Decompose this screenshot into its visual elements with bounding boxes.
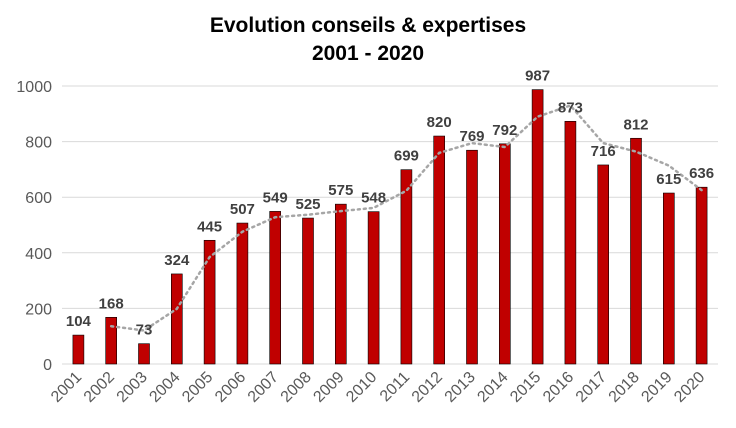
chart-title-line2: 2001 - 2020	[312, 42, 424, 65]
x-tick-label-2018: 2018	[606, 369, 643, 406]
bar-2010	[367, 211, 380, 365]
data-label-2017: 716	[591, 143, 616, 160]
bar-2008	[302, 217, 314, 365]
x-tick-label-2011: 2011	[377, 369, 413, 405]
data-label-2002: 168	[99, 295, 124, 312]
bars	[72, 89, 708, 365]
y-tick-label: 600	[25, 190, 52, 207]
data-label-2012: 820	[427, 114, 452, 131]
data-label-2003: 73	[136, 322, 153, 339]
x-tick-label-2004: 2004	[146, 369, 183, 406]
x-axis-ticks: 2001200220032004200520062007200820092010…	[48, 369, 708, 406]
data-label-2009: 575	[328, 182, 353, 199]
bar-2005	[203, 239, 216, 365]
data-label-2005: 445	[197, 218, 222, 235]
x-tick-label-2008: 2008	[278, 369, 315, 406]
bar-2019	[662, 192, 675, 365]
y-tick-label: 0	[43, 357, 52, 374]
data-label-2011: 699	[394, 148, 419, 165]
x-tick-label-2017: 2017	[573, 369, 610, 406]
y-tick-label: 200	[25, 301, 52, 318]
x-tick-label-2005: 2005	[179, 369, 216, 406]
bar-2011	[400, 169, 413, 365]
bar-2020	[695, 186, 708, 365]
bar-2006	[236, 222, 249, 365]
y-tick-label: 800	[25, 135, 52, 152]
bar-2002	[105, 316, 117, 365]
gridlines	[62, 85, 718, 365]
y-tick-label: 1000	[16, 79, 52, 96]
bar-2013	[466, 149, 478, 365]
x-tick-label-2020: 2020	[671, 369, 708, 406]
y-tick-label: 400	[25, 246, 52, 263]
x-tick-label-2007: 2007	[245, 369, 282, 406]
moving-average-trendline	[109, 104, 703, 332]
data-label-2010: 548	[361, 190, 386, 207]
x-tick-label-2015: 2015	[507, 369, 544, 406]
bar-2009	[334, 203, 347, 365]
data-label-2019: 615	[656, 171, 681, 188]
data-label-2020: 636	[689, 165, 714, 182]
x-tick-label-2009: 2009	[310, 369, 347, 406]
bar-2017	[597, 164, 610, 365]
bar-2007	[269, 211, 282, 365]
x-tick-label-2013: 2013	[442, 369, 479, 406]
x-tick-label-2014: 2014	[474, 369, 511, 406]
data-label-2006: 507	[230, 201, 255, 218]
data-label-2018: 812	[623, 116, 648, 133]
x-tick-label-2001: 2001	[48, 369, 85, 406]
bar-2003	[138, 343, 150, 365]
bar-2001	[72, 334, 85, 365]
data-label-2008: 525	[295, 196, 320, 213]
x-tick-label-2010: 2010	[343, 369, 380, 406]
data-label-2013: 769	[459, 128, 484, 145]
data-label-2004: 324	[164, 252, 190, 269]
bar-2016	[564, 121, 577, 365]
x-tick-label-2012: 2012	[409, 369, 446, 406]
x-tick-label-2002: 2002	[81, 369, 118, 406]
x-tick-label-2006: 2006	[212, 369, 249, 406]
data-label-2014: 792	[492, 122, 517, 139]
data-label-2015: 987	[525, 68, 550, 85]
bar-2015	[531, 89, 544, 365]
trendline-group	[109, 104, 703, 332]
data-label-2007: 549	[263, 189, 288, 206]
chart-title-line1: Evolution conseils & expertises	[210, 14, 526, 37]
data-label-2001: 104	[66, 313, 92, 330]
x-tick-label-2019: 2019	[638, 369, 675, 406]
bar-2004	[171, 273, 183, 365]
bar-2018	[630, 137, 642, 365]
x-tick-label-2016: 2016	[540, 369, 577, 406]
data-labels: 104 168 73 324 445 507 549 525 575 548 699 820 769 79…	[66, 68, 714, 339]
bar-2012	[433, 135, 446, 365]
bar-2014	[498, 143, 511, 365]
x-tick-label-2003: 2003	[114, 369, 151, 406]
y-axis-ticks: 0 200 400 600 800 1000	[16, 79, 52, 374]
data-label-2016: 873	[558, 99, 583, 116]
